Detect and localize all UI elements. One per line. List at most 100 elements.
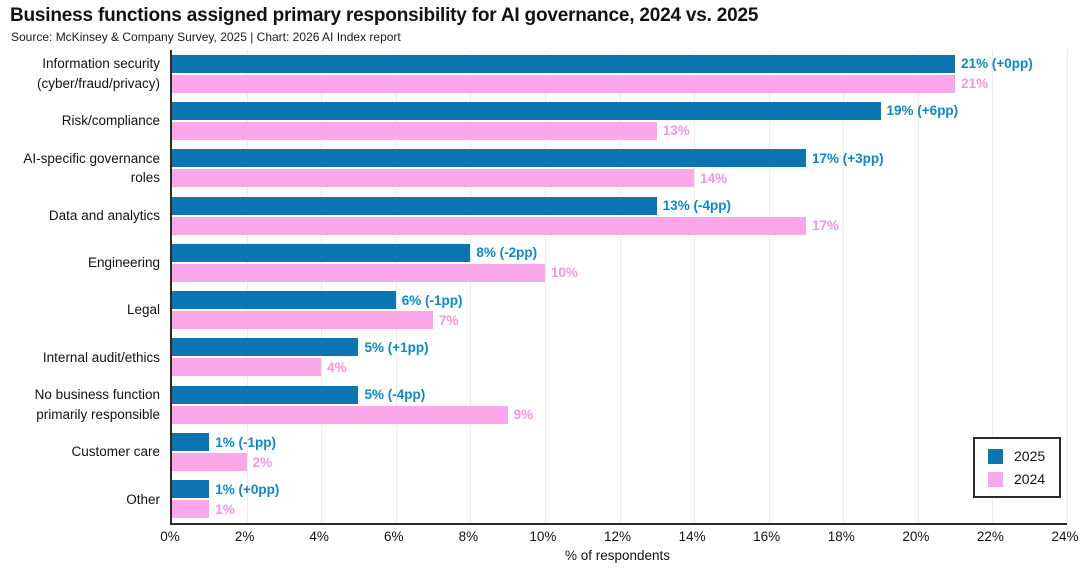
- legend-swatch-2025: [988, 448, 1003, 464]
- bar-line-2025: 17% (+3pp): [172, 149, 1067, 168]
- bar-2025: [172, 385, 359, 404]
- bar-group: 13% (-4pp) 17%: [172, 192, 1067, 239]
- bar-2024: [172, 405, 508, 424]
- legend-label-2024: 2024: [1014, 471, 1046, 487]
- bar-line-2024: 4%: [172, 358, 1067, 377]
- value-label-2025: 1% (-1pp): [215, 434, 277, 450]
- bar-group: 8% (-2pp) 10%: [172, 239, 1067, 286]
- bar-2024: [172, 74, 956, 93]
- x-tick-label: 0%: [160, 529, 180, 544]
- category-label: Legal: [126, 302, 160, 318]
- value-label-2024: 10%: [550, 265, 578, 281]
- bar-line-2025: 6% (-1pp): [172, 291, 1067, 310]
- category-label: Engineering: [87, 255, 160, 271]
- value-label-2024: 7%: [439, 312, 459, 328]
- bar-group: 5% (-4pp) 9%: [172, 381, 1067, 428]
- bar-line-2024: 9%: [172, 405, 1067, 424]
- bar-line-2025: 8% (-2pp): [172, 243, 1067, 262]
- bar-group: 6% (-1pp) 7%: [172, 286, 1067, 333]
- bar-line-2025: 5% (-4pp): [172, 385, 1067, 404]
- value-label-2024: 13%: [662, 123, 690, 139]
- bar-line-2024: 10%: [172, 263, 1067, 282]
- category-label: No business function primarily responsib…: [34, 387, 160, 422]
- bar-group: 1% (-1pp) 2%: [172, 428, 1067, 475]
- gridline: [470, 50, 472, 523]
- gridline: [843, 50, 845, 523]
- x-tick-label: 12%: [603, 529, 632, 544]
- gridline: [246, 50, 248, 523]
- bar-line-2024: 7%: [172, 311, 1067, 330]
- value-label-2025: 21% (+0pp): [961, 56, 1033, 72]
- bar-2025: [172, 196, 657, 215]
- bar-2025: [172, 101, 881, 120]
- value-label-2025: 5% (+1pp): [364, 339, 429, 355]
- bar-2024: [172, 169, 695, 188]
- legend: 2025 2024: [973, 437, 1061, 498]
- x-tick-label: 2%: [234, 529, 255, 544]
- bar-line-2025: 1% (+0pp): [172, 480, 1067, 499]
- y-axis-labels: Information security (cyber/fraud/privac…: [0, 50, 160, 523]
- gridline: [619, 50, 621, 523]
- category-label: Other: [126, 491, 160, 507]
- x-tick-label: 6%: [383, 529, 404, 544]
- x-tick-label: 14%: [678, 529, 706, 544]
- x-tick-label: 16%: [753, 529, 781, 544]
- category-label: Information security (cyber/fraud/privac…: [36, 56, 160, 91]
- value-label-2025: 19% (+6pp): [886, 103, 959, 119]
- bar-2025: [172, 338, 359, 357]
- x-tick-label: 4%: [309, 529, 329, 544]
- bar-line-2025: 1% (-1pp): [172, 433, 1067, 452]
- gridline: [768, 50, 770, 523]
- value-label-2024: 21%: [961, 76, 989, 92]
- legend-item-2024: 2024: [988, 471, 1059, 487]
- x-axis-ticks: 0% 2% 4% 6% 8% 10% 12% 14% 16% 18% 20% 22% 24%: [160, 529, 1078, 547]
- legend-item-2025: 2025: [988, 448, 1059, 464]
- bar-line-2025: 21% (+0pp): [172, 54, 1067, 73]
- value-label-2025: 17% (+3pp): [811, 150, 884, 166]
- category-label: Customer care: [71, 444, 160, 460]
- bar-rows: 21% (+0pp) 21% 19% (+6pp) 13% 17% (+3pp) 14% 1…: [172, 50, 1067, 523]
- x-axis-title: % of respondents: [564, 548, 671, 563]
- bar-line-2024: 2%: [172, 453, 1067, 472]
- x-tick-label: 18%: [827, 529, 855, 544]
- x-tick-label: 20%: [902, 529, 930, 544]
- bar-2024: [172, 500, 210, 519]
- gridline: [544, 50, 546, 523]
- bar-2024: [172, 263, 545, 282]
- value-label-2025: 5% (-4pp): [364, 387, 426, 403]
- value-label-2024: 1%: [215, 501, 235, 517]
- gridline: [395, 50, 397, 523]
- x-tick-label: 8%: [458, 529, 479, 544]
- plot-area: 21% (+0pp) 21% 19% (+6pp) 13% 17% (+3pp) 14% 1…: [170, 50, 1068, 525]
- gridline: [992, 50, 994, 523]
- gridline: [1067, 50, 1068, 523]
- category-label: Risk/compliance: [61, 113, 160, 129]
- bar-2024: [172, 216, 806, 235]
- category-label: Internal audit/ethics: [42, 349, 160, 365]
- value-label-2025: 1% (+0pp): [215, 481, 280, 497]
- bar-line-2025: 13% (-4pp): [172, 196, 1067, 215]
- bar-line-2024: 17%: [172, 216, 1067, 235]
- legend-swatch-2024: [988, 471, 1003, 487]
- x-tick-label: 22%: [976, 529, 1004, 544]
- bar-2024: [172, 453, 247, 472]
- bar-group: 5% (+1pp) 4%: [172, 334, 1067, 381]
- bar-line-2024: 21%: [172, 74, 1067, 93]
- bar-2024: [172, 311, 434, 330]
- bar-2024: [172, 121, 657, 140]
- bar-group: 17% (+3pp) 14%: [172, 145, 1067, 192]
- bar-group: 21% (+0pp) 21%: [172, 50, 1067, 97]
- x-tick-label: 10%: [529, 529, 557, 544]
- bar-line-2024: 13%: [172, 121, 1067, 140]
- value-label-2025: 13% (-4pp): [662, 198, 732, 214]
- bar-2025: [172, 149, 806, 168]
- value-label-2025: 6% (-1pp): [401, 292, 463, 308]
- page-title: Business functions assigned primary resp…: [10, 5, 759, 26]
- bar-group: 19% (+6pp) 13%: [172, 97, 1067, 144]
- category-label: AI-specific governance roles: [23, 150, 160, 186]
- bar-2025: [172, 291, 396, 310]
- value-label-2024: 2%: [252, 454, 273, 470]
- bar-line-2025: 19% (+6pp): [172, 101, 1067, 120]
- legend-label-2025: 2025: [1014, 448, 1046, 464]
